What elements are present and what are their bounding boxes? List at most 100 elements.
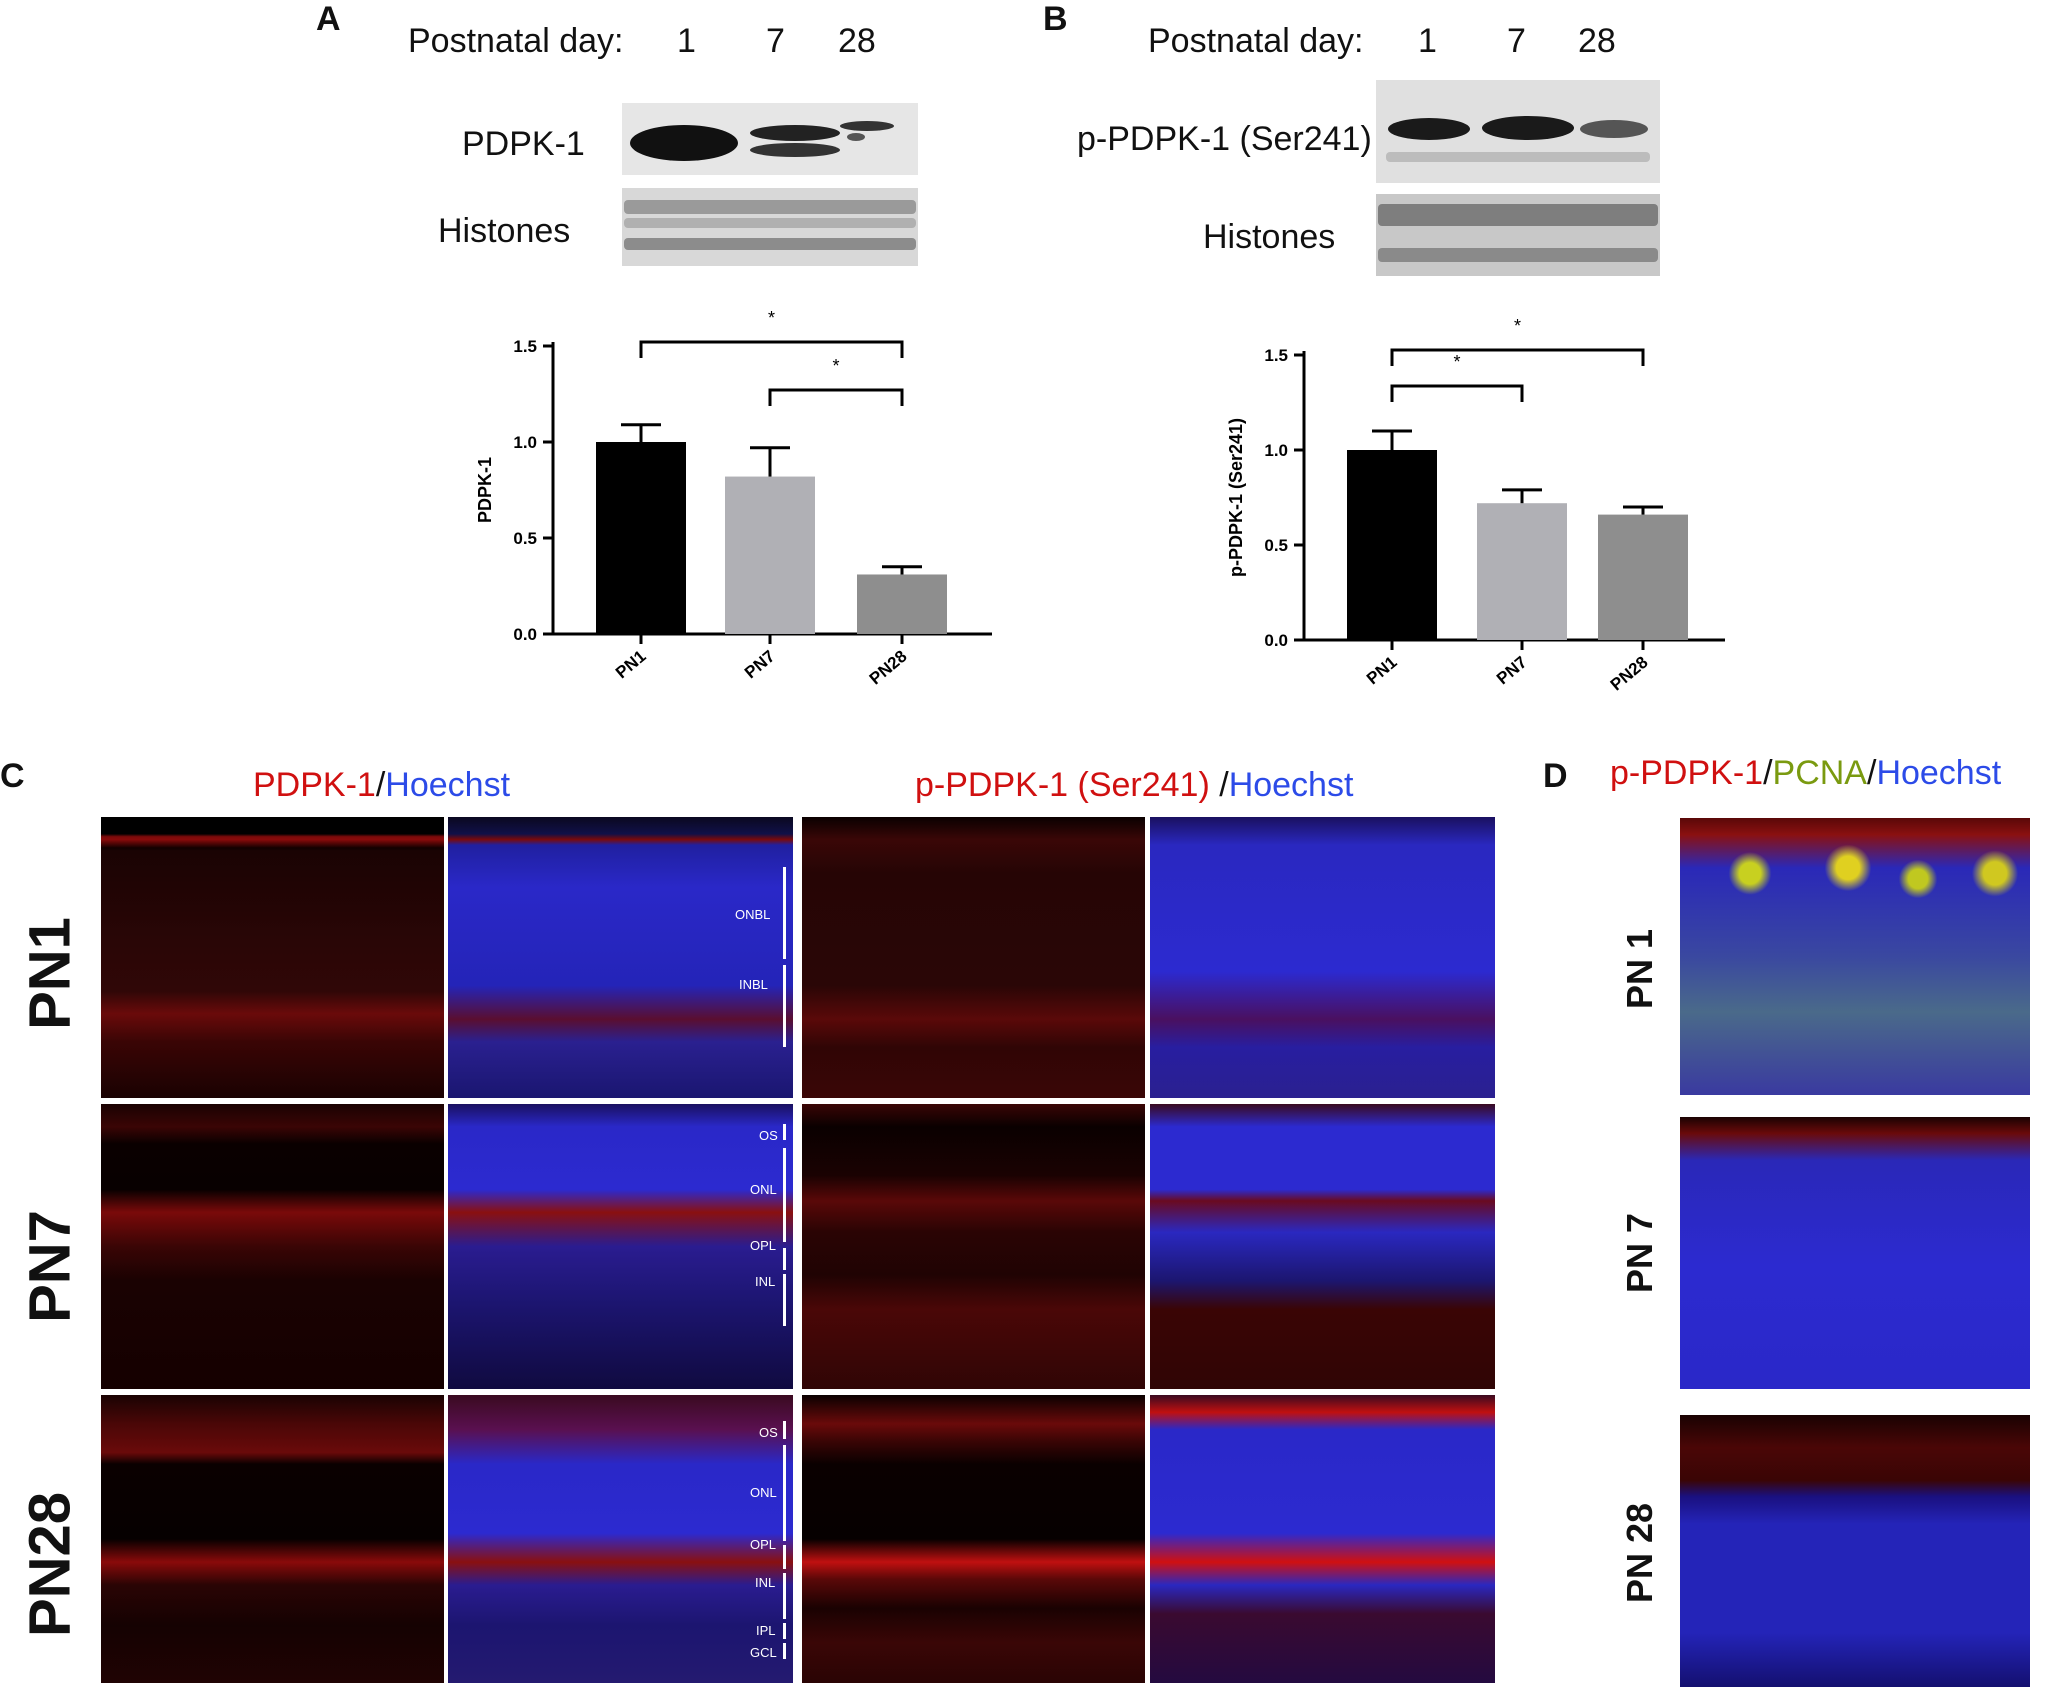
micrograph-pn28-p-pdpk1-hoechst	[1150, 1395, 1495, 1683]
significance-bracket	[1390, 384, 1524, 402]
blot-label-histones-a: Histones	[438, 212, 571, 250]
blot-band	[1386, 152, 1650, 162]
blot-label-histones-b: Histones	[1203, 218, 1336, 256]
title-pdpk1-stain: PDPK-1	[253, 766, 376, 804]
micrograph-pn1-pdpk1-hoechst: ONBL INBL	[448, 817, 793, 1098]
layer-bracket	[783, 1643, 786, 1659]
y-tick-label: 0.5	[513, 529, 537, 548]
day-7-label-a: 7	[766, 22, 785, 60]
bar	[1477, 503, 1567, 640]
postnatal-day-label-a: Postnatal day:	[408, 22, 624, 60]
significance-star: *	[768, 308, 775, 328]
micrograph-pn1-p-pdpk1	[802, 817, 1145, 1098]
micrograph-pn7-pdpk1-hoechst: OS ONL OPL INL	[448, 1104, 793, 1389]
layer-label-onl: ONL	[750, 1485, 777, 1500]
title-p-pdpk1-stain: p-PDPK-1 (Ser241)	[915, 766, 1210, 804]
row-label-pn28: PN28	[17, 1491, 83, 1638]
x-tick-label: PN7	[1493, 653, 1531, 689]
layer-bracket	[783, 1573, 786, 1619]
y-tick-label: 1.0	[1264, 441, 1288, 460]
layer-bracket	[783, 1421, 786, 1439]
blot-label-pdpk1: PDPK-1	[462, 125, 585, 163]
day-1-label-a: 1	[677, 22, 696, 60]
title-hoechst-stain: Hoechst	[1876, 754, 2002, 792]
layer-label-ipl: IPL	[756, 1623, 776, 1638]
panel-d-title: p-PDPK-1/PCNA/Hoechst	[1610, 754, 2001, 793]
y-tick-label: 0.5	[1264, 536, 1288, 555]
panel-c-title-left: PDPK-1/Hoechst	[253, 766, 510, 805]
significance-bracket	[639, 340, 904, 358]
panel-letter-a: A	[316, 0, 341, 38]
x-tick-label: PN28	[866, 647, 911, 689]
western-blot-pdpk1	[622, 103, 918, 175]
title-hoechst-stain: Hoechst	[385, 766, 511, 804]
significance-star: *	[832, 356, 839, 376]
significance-star: *	[1514, 316, 1521, 336]
layer-label-gcl: GCL	[750, 1645, 777, 1660]
panel-c-title-right: p-PDPK-1 (Ser241) /Hoechst	[915, 766, 1353, 805]
y-tick-label: 1.5	[1264, 346, 1288, 365]
y-tick-label: 0.0	[513, 625, 537, 644]
significance-star: *	[1453, 352, 1460, 372]
layer-bracket	[783, 1248, 786, 1270]
panel-letter-d: D	[1543, 757, 1568, 795]
micrograph-d-pn28	[1680, 1415, 2030, 1687]
blot-band	[630, 125, 738, 161]
layer-label-inl: INL	[755, 1575, 776, 1590]
bar	[596, 442, 686, 634]
micrograph-pn1-p-pdpk1-hoechst	[1150, 817, 1495, 1098]
layer-bracket	[783, 867, 786, 959]
micrograph-d-pn7	[1680, 1117, 2030, 1389]
micrograph-pn28-pdpk1	[101, 1395, 444, 1683]
layer-label-os: OS	[759, 1425, 778, 1440]
layer-label-inbl: INBL	[739, 977, 768, 992]
bar-chart-a: 0.0 0.5 1.0 1.5 PDPK-1 PN1 PN7 PN28 * *	[475, 308, 992, 689]
blot-band	[847, 133, 865, 141]
row-label-pn7: PN7	[17, 1210, 83, 1323]
row-label-d-pn1: PN 1	[1619, 928, 1660, 1010]
day-7-label-b: 7	[1507, 22, 1526, 60]
micrograph-pn1-pdpk1	[101, 817, 444, 1098]
blot-band	[840, 121, 894, 131]
western-blot-p-pdpk1	[1376, 80, 1660, 183]
blot-band	[1580, 120, 1648, 138]
x-tick-label: PN28	[1607, 653, 1652, 695]
x-tick-label: PN1	[1363, 653, 1401, 689]
layer-bracket	[783, 965, 786, 1047]
title-separator: /	[1763, 754, 1773, 792]
layer-bracket	[783, 1124, 786, 1140]
bar	[1598, 514, 1688, 640]
layer-bracket	[783, 1545, 786, 1569]
blot-band	[624, 218, 916, 228]
micrograph-pn7-pdpk1	[101, 1104, 444, 1389]
western-blot-histones-a	[622, 188, 918, 266]
blot-band	[1378, 204, 1658, 226]
layer-bracket	[783, 1445, 786, 1541]
day-28-label-a: 28	[838, 22, 876, 60]
title-separator: /	[1866, 754, 1877, 792]
blot-band	[1388, 118, 1470, 140]
micrograph-pn7-p-pdpk1	[802, 1104, 1145, 1389]
western-blot-histones-b	[1376, 194, 1660, 276]
significance-bracket	[1390, 348, 1645, 366]
day-28-label-b: 28	[1578, 22, 1616, 60]
day-1-label-b: 1	[1418, 22, 1437, 60]
bar	[1347, 450, 1437, 640]
blot-band	[1482, 116, 1574, 140]
panel-letter-b: B	[1043, 0, 1068, 38]
blot-band	[750, 143, 840, 157]
row-label-d-pn7: PN 7	[1619, 1212, 1660, 1294]
micrograph-pn7-p-pdpk1-hoechst	[1150, 1104, 1495, 1389]
y-tick-label: 1.0	[513, 433, 537, 452]
layer-bracket	[783, 1148, 786, 1242]
blot-label-p-pdpk1: p-PDPK-1 (Ser241)	[1077, 120, 1372, 158]
y-tick-label: 0.0	[1264, 631, 1288, 650]
title-pcna-stain: PCNA	[1772, 754, 1867, 792]
blot-band	[750, 125, 840, 141]
y-axis-label: p-PDPK-1 (Ser241)	[1226, 418, 1246, 577]
layer-label-os: OS	[759, 1128, 778, 1143]
postnatal-day-label-b: Postnatal day:	[1148, 22, 1364, 60]
bar-chart-b: 0.0 0.5 1.0 1.5 p-PDPK-1 (Ser241) PN1 PN7 PN28 *…	[1226, 316, 1725, 695]
y-tick-label: 1.5	[513, 337, 537, 356]
bar	[725, 476, 815, 634]
